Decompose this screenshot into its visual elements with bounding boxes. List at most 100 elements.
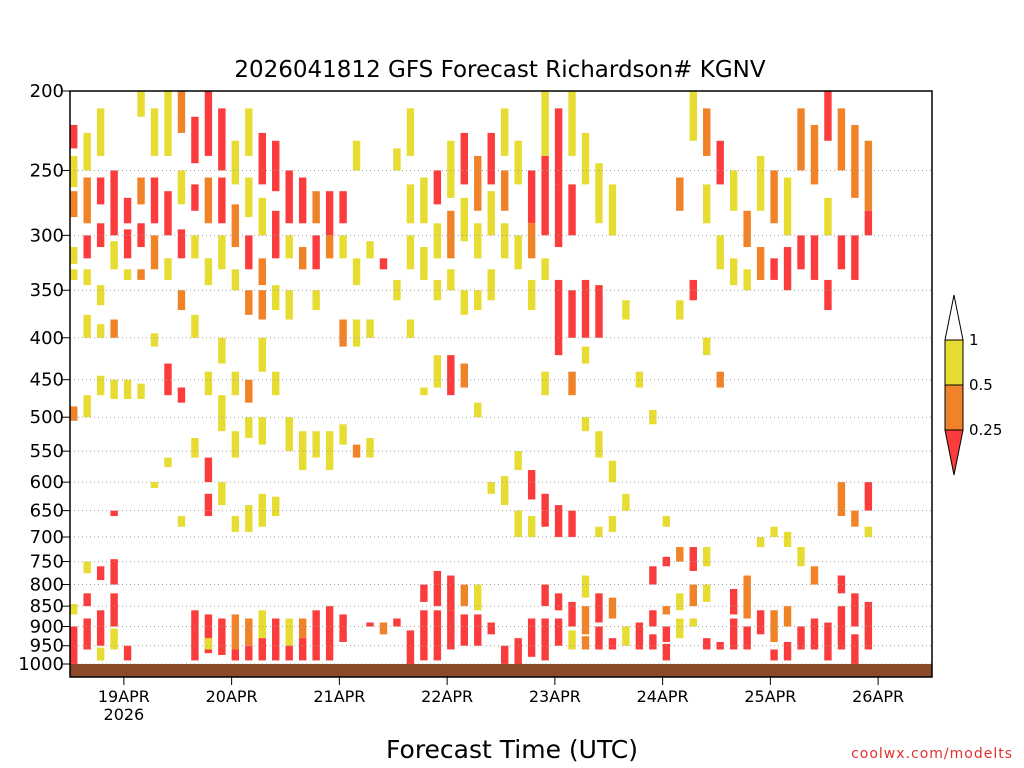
ri-cell-yellow — [676, 618, 684, 639]
ri-cell-yellow — [150, 108, 159, 156]
ri-cell-orange — [703, 108, 711, 156]
ri-cell-yellow — [756, 537, 765, 548]
ri-cell-orange — [581, 636, 590, 650]
ri-cell-yellow — [527, 516, 536, 538]
ri-cell-yellow — [110, 379, 118, 399]
ri-cell-orange — [568, 371, 576, 396]
legend-label: 1 — [969, 331, 979, 349]
ri-cell-yellow — [527, 279, 536, 311]
ri-cell-red — [581, 279, 590, 338]
ri-cell-yellow — [204, 371, 213, 396]
ri-cell-orange — [662, 606, 671, 615]
ri-cell-red — [83, 593, 91, 607]
ri-cell-yellow — [258, 417, 266, 445]
ri-cell-red — [824, 91, 832, 141]
ri-cell-yellow — [352, 319, 361, 347]
ri-cell-yellow — [501, 476, 509, 506]
ri-cell-red — [272, 618, 280, 661]
ri-cell-red — [783, 247, 792, 291]
x-tick-label: 23APR — [529, 687, 581, 706]
ri-cell-orange — [177, 91, 186, 133]
ri-cell-yellow — [258, 610, 266, 639]
y-tick-label: 1000 — [18, 654, 64, 675]
y-tick-label: 250 — [30, 160, 64, 181]
ri-cell-yellow — [689, 91, 697, 141]
ri-cell-yellow — [96, 108, 105, 156]
ri-cell-orange — [83, 177, 91, 224]
ri-cell-yellow — [406, 108, 415, 156]
x-tick-label: 25APR — [744, 687, 796, 706]
ri-cell-red — [433, 610, 442, 661]
legend-swatch-yellow — [944, 339, 964, 386]
ri-cell-yellow — [393, 148, 401, 171]
ri-cell-red — [406, 630, 415, 664]
ri-cell-red — [568, 290, 576, 338]
colorbar-legend: 1 0.5 0.25 — [944, 294, 1002, 476]
ri-cell-red — [96, 566, 105, 581]
ri-cell-orange — [298, 247, 307, 270]
ri-cell-red — [298, 177, 307, 224]
ri-cell-orange — [258, 290, 266, 320]
ri-cell-red — [204, 91, 213, 156]
ri-cell-red — [433, 170, 442, 205]
ri-cell-red — [191, 610, 199, 661]
ri-cell-orange — [150, 235, 159, 270]
ri-cell-yellow — [231, 431, 240, 458]
ri-cell-yellow — [514, 451, 522, 471]
ri-cell-yellow — [514, 510, 522, 538]
ri-cell-yellow — [258, 337, 266, 372]
ri-cell-yellow — [285, 290, 293, 320]
ri-cell-red — [649, 610, 657, 627]
ri-cell-yellow — [70, 155, 78, 188]
ri-cell-red — [851, 593, 859, 627]
ri-cell-red — [110, 170, 118, 236]
ri-cell-yellow — [581, 417, 590, 432]
ri-cell-yellow — [96, 375, 105, 396]
ri-cell-orange — [339, 319, 347, 347]
ri-cell-yellow — [137, 383, 145, 399]
ri-cell-red — [325, 606, 334, 661]
ri-cell-yellow — [581, 575, 590, 598]
ri-cell-yellow — [608, 460, 617, 483]
ri-cell-red — [729, 588, 738, 615]
ri-cell-red — [554, 279, 563, 320]
ri-cell-yellow — [703, 547, 711, 567]
ri-cell-red — [312, 235, 320, 270]
ri-cell-yellow — [366, 319, 374, 338]
ri-cell-yellow — [460, 197, 468, 242]
ri-cell-red — [123, 229, 132, 259]
ri-cell-orange — [783, 606, 792, 627]
ri-cell-red — [110, 593, 118, 627]
ri-cell-orange — [743, 210, 751, 248]
ri-cell-red — [137, 223, 145, 248]
ri-cell-red — [123, 645, 132, 661]
y-tick-label: 450 — [30, 370, 64, 391]
ri-cell-yellow — [420, 247, 428, 280]
ri-cell-yellow — [595, 526, 603, 538]
ri-cell-red — [258, 132, 266, 185]
y-tick-label: 550 — [30, 441, 64, 462]
ri-cell-yellow — [312, 431, 320, 458]
ri-cell-yellow — [191, 314, 199, 338]
ri-cell-red — [164, 191, 172, 236]
ri-cell-yellow — [258, 197, 266, 236]
ri-cell-yellow — [231, 371, 240, 396]
ri-cell-red — [649, 566, 657, 585]
ri-cell-red — [96, 223, 105, 248]
ri-cell-yellow — [703, 584, 711, 602]
ri-cell-yellow — [676, 593, 684, 611]
ri-cell-yellow — [177, 170, 186, 205]
ri-cell-orange — [245, 290, 253, 315]
ri-cell-yellow — [581, 346, 590, 364]
ri-cell-yellow — [729, 170, 738, 211]
ri-cell-yellow — [703, 337, 711, 356]
watermark: coolwx.com/modelts — [851, 746, 1013, 762]
ri-cell-red — [797, 626, 805, 650]
ri-cell-yellow — [393, 279, 401, 301]
ri-cell-orange — [676, 177, 684, 211]
ri-cell-yellow — [312, 290, 320, 311]
ri-cell-yellow — [177, 516, 186, 527]
ri-cell-yellow — [420, 387, 428, 396]
ri-cell-red — [245, 645, 253, 661]
